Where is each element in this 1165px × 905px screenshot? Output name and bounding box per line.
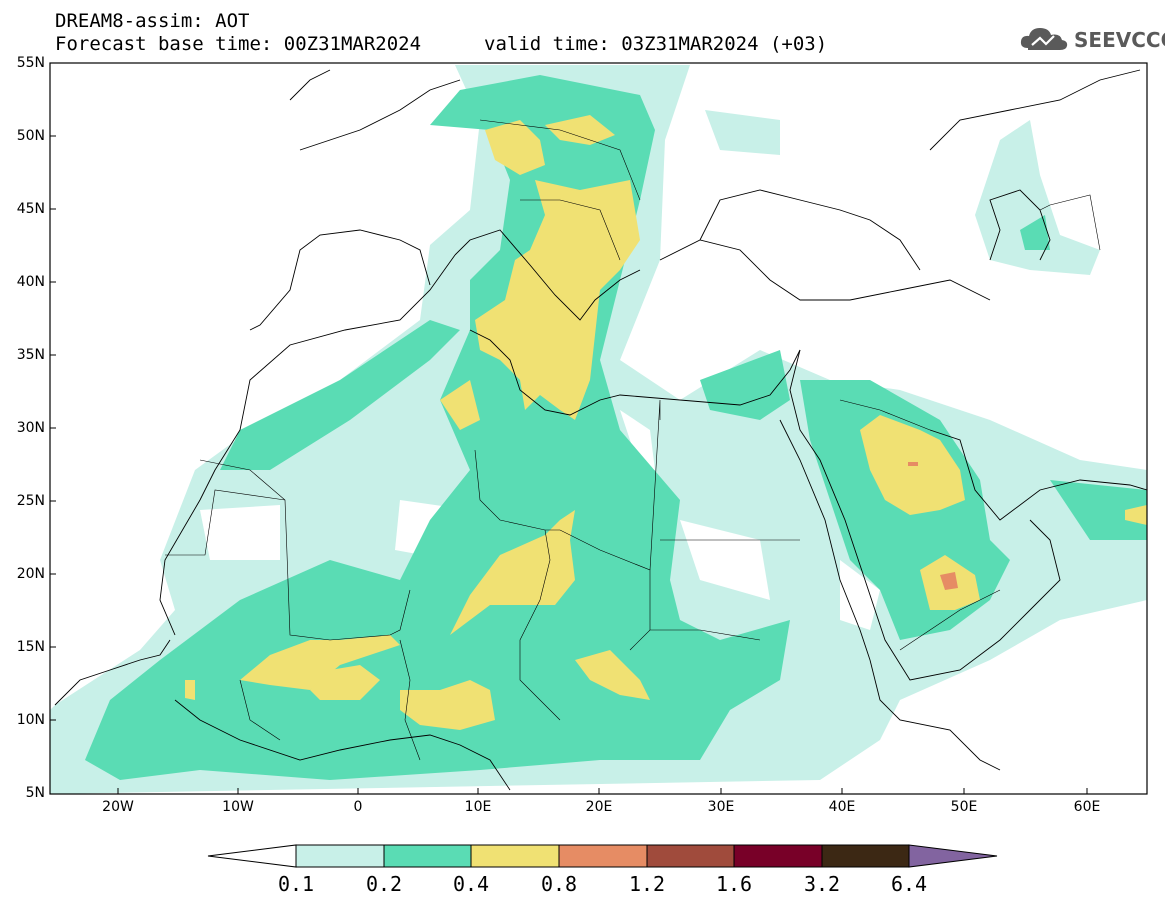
colorbar-label: 6.4 (890, 872, 928, 896)
lon-label: 60E (1073, 799, 1101, 815)
colorbar-bin-4 (558, 844, 648, 868)
seevccc-logo: SEEVCCC (1018, 24, 1165, 54)
lon-label: 20E (585, 799, 613, 815)
lat-label: 30N (16, 420, 45, 436)
colorbar-label: 1.2 (628, 872, 666, 896)
base-time: Forecast base time: 00Z31MAR2024 (55, 33, 422, 55)
colorbar-above-max (908, 844, 998, 868)
colorbar-bin-1 (295, 844, 385, 868)
colorbar-bin-3 (470, 844, 560, 868)
lat-label: 25N (16, 493, 45, 509)
lon-label: 10W (222, 799, 254, 815)
map-frame (49, 62, 1148, 795)
lon-label: 40E (828, 799, 856, 815)
lon-label: 20W (102, 799, 134, 815)
coastlines (54, 69, 1147, 791)
colorbar-label: 0.8 (540, 872, 578, 896)
lon-label: 0 (353, 799, 363, 815)
axis-ticks (50, 135, 1088, 794)
lat-label: 35N (16, 347, 45, 363)
cloud-icon (1020, 28, 1068, 50)
colorbar-bin-6 (733, 844, 823, 868)
map-title: DREAM8-assim: AOT (55, 10, 250, 32)
aot-level-0.4 (185, 115, 1147, 730)
lat-label: 10N (16, 712, 45, 728)
aot-contours (50, 65, 1147, 794)
valid-time: valid time: 03Z31MAR2024 (+03) (484, 33, 828, 55)
lat-label: 50N (16, 128, 45, 144)
colorbar-bin-7 (821, 844, 910, 868)
colorbar-bin-2 (383, 844, 472, 868)
lon-label: 50E (950, 799, 978, 815)
lon-label: 10E (464, 799, 492, 815)
colorbar (207, 844, 998, 868)
colorbar-label: 0.4 (452, 872, 490, 896)
lat-label: 55N (16, 55, 45, 71)
colorbar-label: 1.6 (715, 872, 753, 896)
aot-level-0.8 (908, 462, 958, 590)
lon-label: 30E (707, 799, 735, 815)
lat-label: 20N (16, 566, 45, 582)
logo-text: SEEVCCC (1074, 28, 1165, 52)
lat-label: 5N (25, 785, 45, 801)
colorbar-bin-5 (646, 844, 735, 868)
lat-label: 40N (16, 274, 45, 290)
lat-label: 45N (16, 201, 45, 217)
colorbar-label: 3.2 (803, 872, 841, 896)
borders (165, 119, 1101, 761)
lat-label: 15N (16, 639, 45, 655)
colorbar-label: 0.2 (365, 872, 403, 896)
colorbar-label: 0.1 (277, 872, 315, 896)
colorbar-below-min (207, 844, 297, 868)
